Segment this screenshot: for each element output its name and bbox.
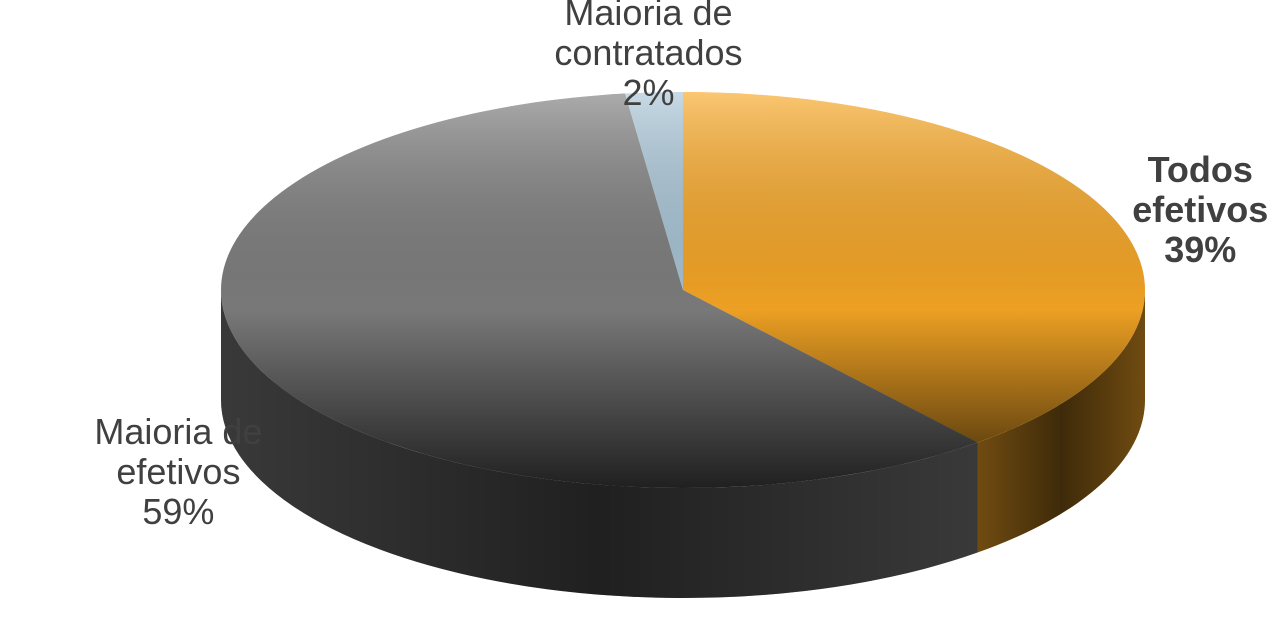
category-label: Maioria de efetivos — [94, 411, 263, 493]
pie-tops — [220, 92, 1145, 489]
data-label: Maioria de efetivos 59% — [63, 412, 293, 532]
data-label: Todos efetivos 39% — [1085, 148, 1282, 270]
slice-side-shade — [221, 290, 978, 599]
value-label: 59% — [142, 491, 215, 533]
data-label: Maioria de contratados 2% — [533, 0, 763, 113]
category-label: Todos efetivos — [1132, 148, 1269, 230]
category-label: Maioria de contratados — [554, 0, 743, 73]
value-label: 2% — [622, 71, 675, 113]
value-label: 39% — [1164, 228, 1237, 270]
